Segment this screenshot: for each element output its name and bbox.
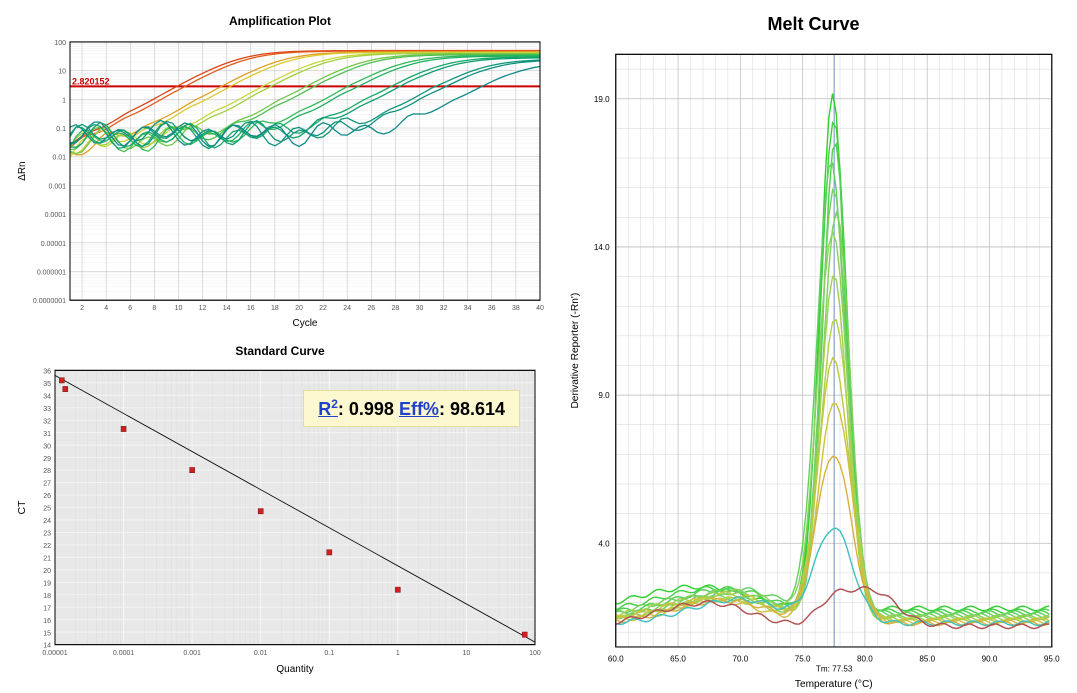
svg-text:25: 25 (43, 504, 51, 512)
svg-text:0.001: 0.001 (183, 649, 201, 657)
svg-text:30: 30 (416, 305, 424, 312)
svg-text:27: 27 (43, 480, 51, 488)
svg-text:2.820152: 2.820152 (72, 76, 110, 86)
svg-text:0.01: 0.01 (254, 649, 268, 657)
svg-text:1: 1 (62, 97, 66, 104)
r2-value: 0.998 (349, 399, 394, 419)
svg-text:15: 15 (43, 629, 51, 637)
svg-text:21: 21 (43, 554, 51, 562)
svg-text:28: 28 (43, 467, 51, 475)
svg-text:ΔRn: ΔRn (17, 161, 28, 180)
svg-text:22: 22 (43, 542, 51, 550)
svg-text:60.0: 60.0 (608, 654, 624, 663)
svg-text:0.00001: 0.00001 (42, 649, 67, 657)
svg-text:30: 30 (43, 442, 51, 450)
svg-text:34: 34 (464, 305, 472, 312)
svg-text:0.0000001: 0.0000001 (33, 298, 66, 305)
svg-text:65.0: 65.0 (670, 654, 686, 663)
svg-text:32: 32 (440, 305, 448, 312)
svg-text:29: 29 (43, 455, 51, 463)
svg-text:0.00001: 0.00001 (41, 241, 66, 248)
svg-text:75.0: 75.0 (795, 654, 811, 663)
svg-text:0.01: 0.01 (52, 155, 66, 162)
melt-chart: 60.0 65.0 70.0 75.0 80.0 85.0 90.0 95.0 4.0 9.0 14… (560, 39, 1067, 693)
svg-text:10: 10 (175, 305, 183, 312)
svg-text:19: 19 (43, 579, 51, 587)
svg-text:0.0001: 0.0001 (45, 212, 67, 219)
svg-text:95.0: 95.0 (1044, 654, 1060, 663)
svg-text:4.0: 4.0 (598, 539, 610, 548)
svg-text:85.0: 85.0 (919, 654, 935, 663)
eff-label: Eff% (399, 399, 439, 419)
svg-text:10: 10 (58, 69, 66, 76)
svg-text:0.0001: 0.0001 (113, 649, 134, 657)
svg-text:35: 35 (43, 380, 51, 388)
svg-text:24: 24 (343, 305, 351, 312)
svg-text:14.0: 14.0 (594, 243, 610, 252)
svg-text:0.1: 0.1 (324, 649, 334, 657)
svg-text:18: 18 (271, 305, 279, 312)
svg-text:0.001: 0.001 (48, 183, 66, 190)
svg-text:26: 26 (367, 305, 375, 312)
svg-text:26: 26 (43, 492, 51, 500)
svg-text:2: 2 (80, 305, 84, 312)
svg-text:Cycle: Cycle (293, 318, 318, 329)
svg-text:1: 1 (396, 649, 400, 657)
svg-text:19.0: 19.0 (594, 95, 610, 104)
svg-text:9.0: 9.0 (598, 391, 610, 400)
svg-text:6: 6 (128, 305, 132, 312)
svg-text:40: 40 (536, 305, 544, 312)
svg-text:23: 23 (43, 529, 51, 537)
svg-text:17: 17 (43, 604, 51, 612)
svg-text:32: 32 (43, 417, 51, 425)
svg-text:36: 36 (43, 367, 51, 375)
svg-text:0.1: 0.1 (56, 126, 66, 133)
svg-text:8: 8 (152, 305, 156, 312)
svg-text:14: 14 (223, 305, 231, 312)
svg-text:0.000001: 0.000001 (37, 270, 66, 277)
svg-text:Quantity: Quantity (276, 664, 314, 675)
svg-text:Tm: 77.53: Tm: 77.53 (816, 664, 853, 673)
svg-text:28: 28 (391, 305, 399, 312)
melt-curve-panel: Melt Curve 60.0 65.0 70.0 75.0 80.0 85.0 90.0 9… (560, 10, 1067, 688)
svg-text:100: 100 (529, 649, 541, 657)
svg-text:33: 33 (43, 405, 51, 413)
svg-text:4: 4 (104, 305, 108, 312)
svg-text:22: 22 (319, 305, 327, 312)
svg-text:12: 12 (199, 305, 207, 312)
svg-text:Temperature (°C): Temperature (°C) (795, 679, 873, 690)
standard-curve-panel: Standard Curve 0.00001 0.0001 0.001 0.01 0.1… (10, 340, 550, 678)
svg-text:90.0: 90.0 (982, 654, 998, 663)
amplification-plot-panel: Amplification Plot 0.00000010.0000010.00… (10, 10, 550, 332)
svg-text:Derivative Reporter (-Rn'): Derivative Reporter (-Rn') (570, 293, 581, 409)
standard-stats-box: R2: 0.998 Eff%: 98.614 (303, 390, 520, 427)
svg-text:70.0: 70.0 (732, 654, 748, 663)
standard-title: Standard Curve (10, 340, 550, 362)
svg-text:34: 34 (43, 392, 51, 400)
svg-text:16: 16 (43, 617, 51, 625)
svg-text:80.0: 80.0 (857, 654, 873, 663)
melt-title: Melt Curve (560, 10, 1067, 39)
svg-text:24: 24 (43, 517, 51, 525)
svg-text:16: 16 (247, 305, 255, 312)
svg-text:20: 20 (43, 567, 51, 575)
svg-text:10: 10 (463, 649, 471, 657)
svg-text:100: 100 (54, 40, 66, 47)
svg-text:CT: CT (17, 501, 28, 515)
svg-text:14: 14 (43, 642, 51, 650)
svg-text:38: 38 (512, 305, 520, 312)
r2-label: R2 (318, 399, 338, 419)
svg-text:36: 36 (488, 305, 496, 312)
eff-value: 98.614 (450, 399, 505, 419)
amplification-title: Amplification Plot (10, 10, 550, 32)
amplification-chart: 0.0000001 0.000001 0.00001 0.0001 0.001 0.01 0… (10, 32, 550, 330)
svg-text:31: 31 (43, 430, 51, 438)
svg-text:20: 20 (295, 305, 303, 312)
svg-text:18: 18 (43, 592, 51, 600)
